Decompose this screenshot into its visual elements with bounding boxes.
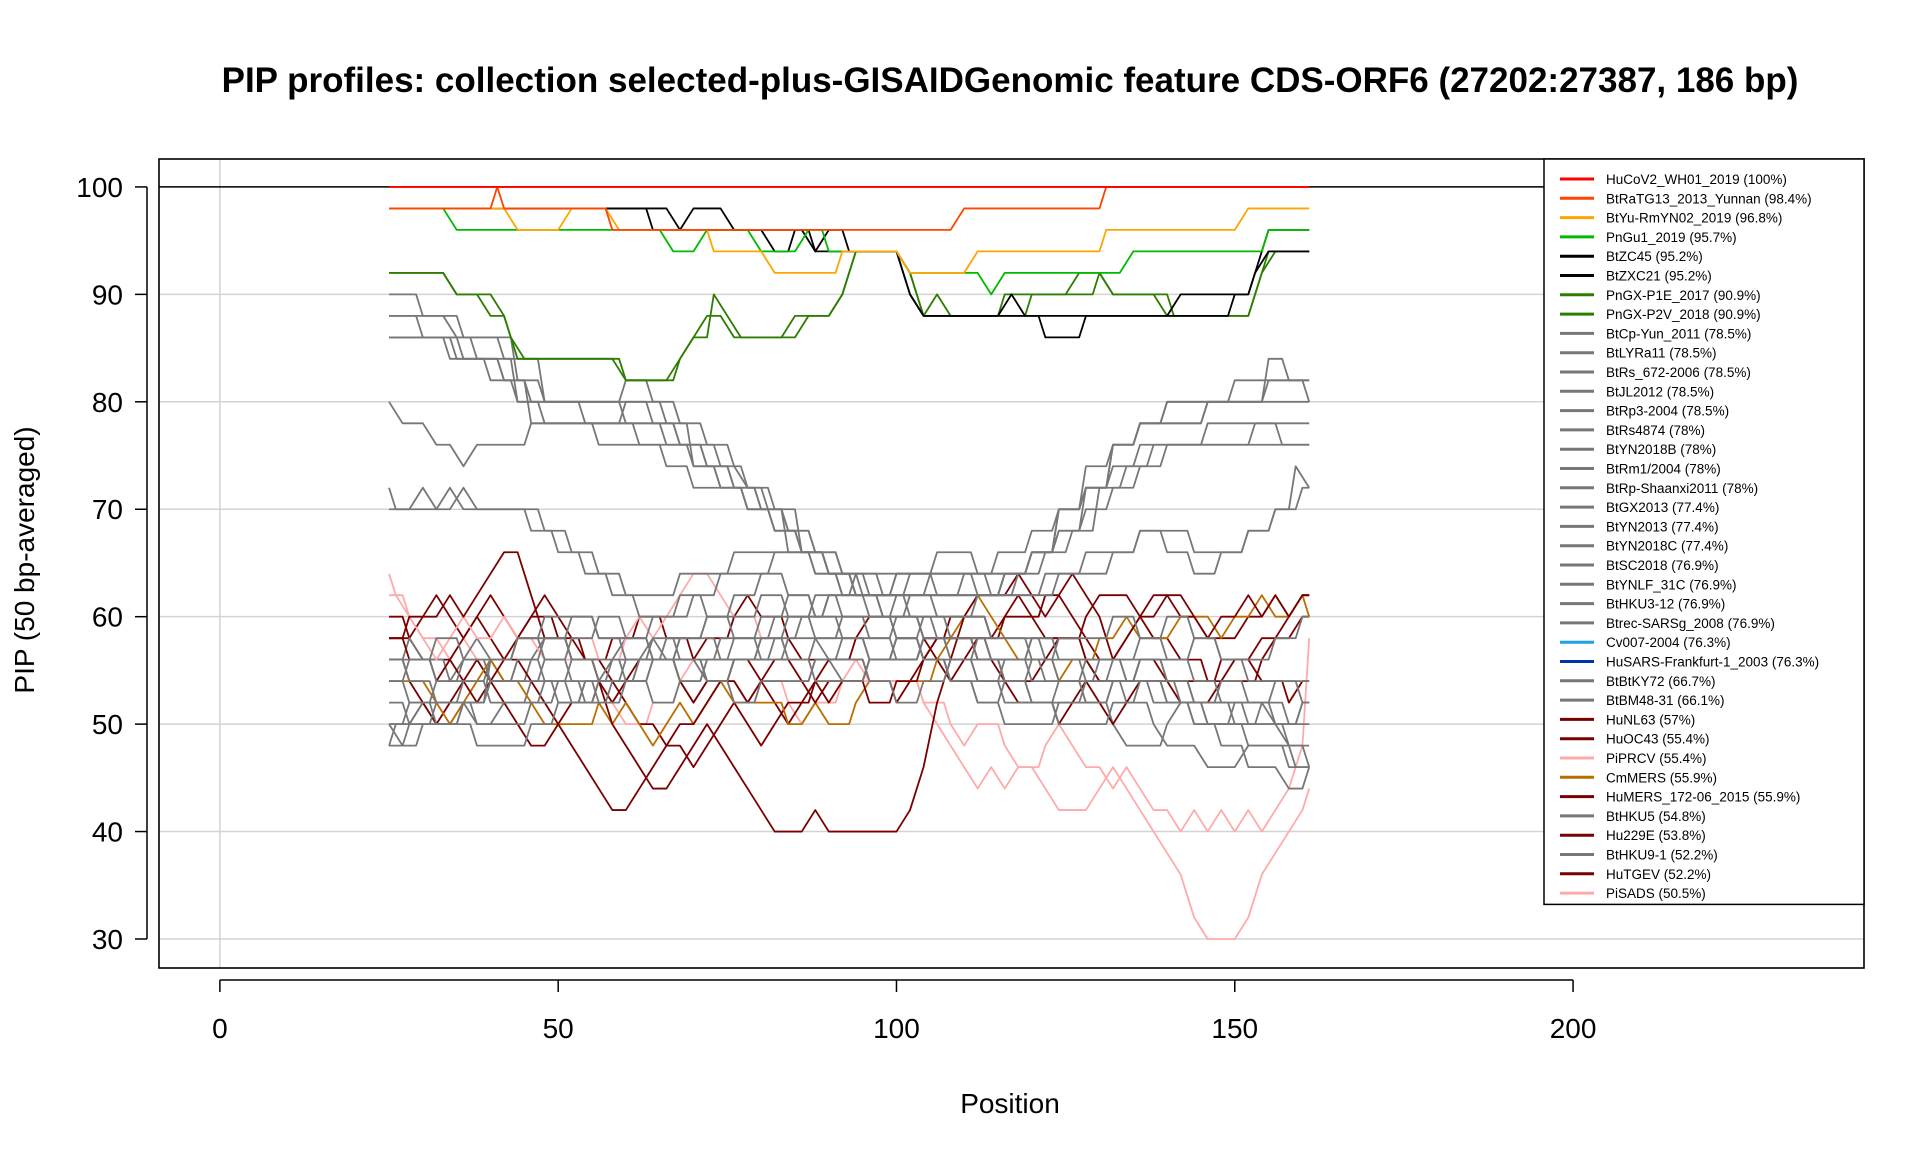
legend-label: Btrec-SARSg_2008 (76.9%) <box>1606 616 1775 631</box>
series-line <box>388 401 1310 597</box>
x-axis: 0 50 100 150 200 <box>212 979 1597 1044</box>
series-line <box>389 551 1310 833</box>
series-line <box>388 615 1310 768</box>
y-tick-label: 70 <box>92 494 123 525</box>
y-tick-label: 40 <box>92 817 123 848</box>
legend: HuCoV2_WH01_2019 (100%) BtRaTG13_2013_Yun… <box>1543 158 1865 906</box>
legend-label: BtRs4874 (78%) <box>1606 423 1705 438</box>
legend-label: PiPRCV (55.4%) <box>1606 751 1707 766</box>
legend-label: BtHKU3-12 (76.9%) <box>1606 597 1725 612</box>
legend-label: BtBtKY72 (66.7%) <box>1606 674 1716 689</box>
legend-label: BtBM48-31 (66.1%) <box>1606 693 1725 708</box>
legend-label: BtRp-Shaanxi2011 (78%) <box>1606 481 1758 496</box>
series-line <box>389 207 1310 317</box>
legend-label: Hu229E (53.8%) <box>1606 828 1706 843</box>
x-axis-label: Position <box>960 1088 1060 1119</box>
legend-label: HuNL63 (57%) <box>1606 712 1695 727</box>
series-line <box>389 572 1310 726</box>
legend-label: BtRs_672-2006 (78.5%) <box>1606 365 1751 380</box>
legend-label: BtHKU5 (54.8%) <box>1606 809 1706 824</box>
legend-label: PnGX-P2V_2018 (90.9%) <box>1606 307 1761 322</box>
series-line <box>389 336 1310 597</box>
legend-label: PnGX-P1E_2017 (90.9%) <box>1606 288 1761 303</box>
legend-label: HuMERS_172-06_2015 (55.9%) <box>1606 790 1800 805</box>
x-tick-label: 150 <box>1211 1013 1258 1044</box>
legend-label: HuSARS-Frankfurt-1_2003 (76.3%) <box>1606 655 1819 670</box>
y-axis-label: PIP (50 bp-averaged) <box>9 426 40 693</box>
legend-label: BtRm1/2004 (78%) <box>1606 462 1721 477</box>
y-tick-label: 100 <box>76 172 123 203</box>
legend-label: Cv007-2004 (76.3%) <box>1606 635 1731 650</box>
legend-label: BtCp-Yun_2011 (78.5%) <box>1606 326 1751 341</box>
legend-label: BtSC2018 (76.9%) <box>1606 558 1719 573</box>
x-tick-label: 50 <box>543 1013 574 1044</box>
legend-label: CmMERS (55.9%) <box>1606 770 1717 785</box>
x-tick-label: 100 <box>873 1013 920 1044</box>
legend-label: PiSADS (50.5%) <box>1606 886 1706 901</box>
series-line <box>389 207 1310 339</box>
x-tick-label: 200 <box>1550 1013 1597 1044</box>
series-line <box>389 594 1310 704</box>
legend-label: HuCoV2_WH01_2019 (100%) <box>1606 172 1787 187</box>
legend-label: BtGX2013 (77.4%) <box>1606 500 1719 515</box>
series-line <box>389 250 1310 382</box>
legend-label: BtJL2012 (78.5%) <box>1606 384 1714 399</box>
legend-label: BtYu-RmYN02_2019 (96.8%) <box>1606 211 1782 226</box>
legend-label: PnGu1_2019 (95.7%) <box>1606 230 1737 245</box>
series-line <box>389 186 1310 231</box>
series-line <box>389 207 1310 274</box>
legend-label: BtYN2018B (78%) <box>1606 442 1716 457</box>
y-tick-label: 30 <box>92 924 123 955</box>
legend-label: BtHKU9-1 (52.2%) <box>1606 848 1718 863</box>
y-tick-label: 60 <box>92 602 123 633</box>
legend-label: BtRaTG13_2013_Yunnan (98.4%) <box>1606 191 1812 206</box>
y-tick-label: 80 <box>92 387 123 418</box>
legend-label: BtYNLF_31C (76.9%) <box>1606 577 1737 592</box>
legend-label: BtRp3-2004 (78.5%) <box>1606 404 1729 419</box>
series-line <box>389 336 1310 597</box>
legend-label: BtZC45 (95.2%) <box>1606 249 1703 264</box>
y-axis: 30 40 50 60 70 80 90 100 <box>76 172 148 955</box>
legend-label: HuTGEV (52.2%) <box>1606 867 1711 882</box>
series-line <box>388 572 1311 940</box>
series-line <box>389 314 1311 597</box>
legend-label: BtYN2013 (77.4%) <box>1606 519 1719 534</box>
y-tick-label: 50 <box>92 709 123 740</box>
series-line <box>389 314 1310 597</box>
legend-label: BtZXC21 (95.2%) <box>1606 269 1712 284</box>
series-line <box>389 336 1310 575</box>
x-tick-label: 0 <box>212 1013 228 1044</box>
chart-title: PIP profiles: collection selected-plus-G… <box>222 61 1799 100</box>
series-lines <box>388 186 1311 940</box>
series-line <box>389 486 1310 618</box>
y-tick-label: 90 <box>92 279 123 310</box>
legend-label: BtLYRa11 (78.5%) <box>1606 346 1717 361</box>
legend-label: BtYN2018C (77.4%) <box>1606 539 1728 554</box>
legend-label: HuOC43 (55.4%) <box>1606 732 1710 747</box>
legend-box <box>1543 158 1865 906</box>
